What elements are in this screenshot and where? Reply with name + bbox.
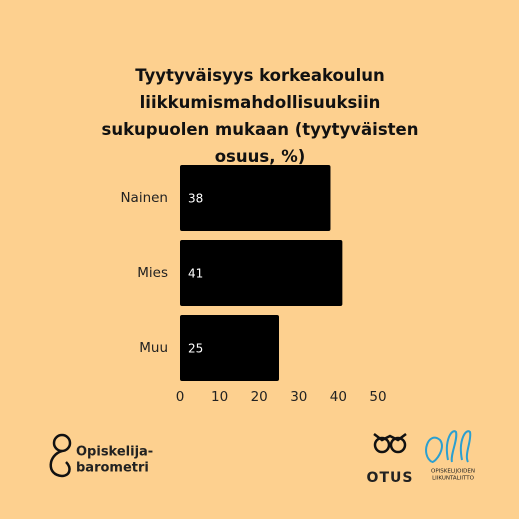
logo-text: OPISKELIJOIDEN: [431, 469, 475, 475]
bar: [180, 165, 331, 231]
x-tick-label: 20: [251, 389, 268, 405]
x-tick-label: 40: [330, 389, 347, 405]
logo-text: barometri: [76, 461, 149, 476]
y-tick-label: Mies: [137, 265, 168, 281]
y-tick-label: Nainen: [120, 190, 168, 206]
logo-text: LIIKUNTALIITTO: [432, 476, 475, 482]
value-label: 38: [188, 192, 203, 206]
liikuntaliitto-icon: [425, 430, 472, 463]
chart-title: Tyytyväisyys korkeakoulun liikkumismahdo…: [101, 66, 419, 166]
logo-text: Opiskelija-: [76, 445, 153, 460]
x-tick-label: 0: [176, 389, 185, 405]
logo-left-icon: [49, 433, 72, 478]
x-tick-label: 30: [290, 389, 307, 405]
bar: [180, 240, 343, 306]
value-label: 25: [188, 342, 203, 356]
bar: [180, 315, 279, 381]
owl-icon: [373, 433, 407, 454]
x-tick-label: 50: [369, 389, 386, 405]
y-tick-label: Muu: [139, 340, 168, 356]
x-tick-label: 10: [211, 389, 228, 405]
value-label: 41: [188, 267, 203, 281]
logo-text: OTUS: [367, 470, 414, 486]
